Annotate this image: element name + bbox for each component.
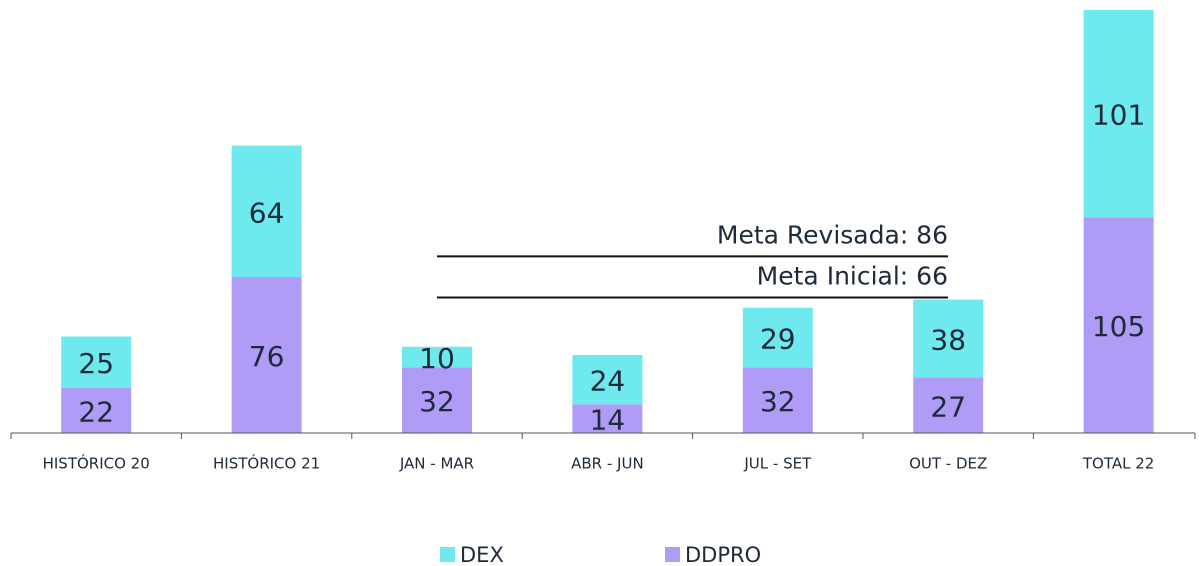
- reference-label: Meta Revisada: 86: [717, 220, 948, 249]
- data-label: 29: [760, 323, 796, 356]
- x-tick-label: TOTAL 22: [1082, 455, 1154, 473]
- x-tick-label: HISTÓRICO 20: [43, 454, 150, 473]
- bar-segment: [61, 336, 132, 388]
- bar-segment: [913, 299, 984, 378]
- x-tick-label: OUT - DEZ: [909, 455, 987, 473]
- legend-swatch: [440, 547, 455, 562]
- bar-segment: [572, 404, 643, 433]
- data-label: 10: [419, 342, 455, 375]
- data-label: 24: [590, 365, 626, 398]
- x-tick-label: ABR - JUN: [571, 455, 644, 473]
- bar-segment: [61, 387, 132, 433]
- data-label: 14: [590, 404, 626, 437]
- bar-segment: [1083, 10, 1154, 218]
- bar-segment: [913, 377, 984, 433]
- bar-segment: [231, 276, 302, 433]
- bar-segment: [1083, 217, 1154, 433]
- data-label: 101: [1092, 99, 1145, 132]
- data-label: 32: [419, 385, 455, 418]
- data-label: 64: [249, 196, 285, 229]
- bar-segment: [402, 346, 472, 368]
- x-tick-label: JAN - MAR: [399, 455, 474, 473]
- bar-segment: [572, 354, 643, 405]
- data-label: 25: [78, 347, 114, 380]
- data-label: 76: [249, 340, 285, 373]
- legend-swatch: [665, 547, 680, 562]
- x-tick-label: JUL - SET: [743, 455, 812, 473]
- bar-segment: [742, 307, 813, 368]
- reference-label: Meta Inicial: 66: [757, 261, 948, 290]
- bar-segment: [742, 367, 813, 433]
- x-tick-label: HISTÓRICO 21: [213, 454, 320, 473]
- data-label: 22: [78, 395, 114, 428]
- legend-label: DEX: [460, 543, 504, 566]
- data-label: 27: [930, 390, 966, 423]
- bar-segment: [231, 145, 302, 277]
- data-label: 38: [930, 324, 966, 357]
- data-label: 105: [1092, 310, 1145, 343]
- bar-segment: [402, 367, 472, 433]
- data-label: 32: [760, 385, 796, 418]
- legend-label: DDPRO: [685, 543, 761, 566]
